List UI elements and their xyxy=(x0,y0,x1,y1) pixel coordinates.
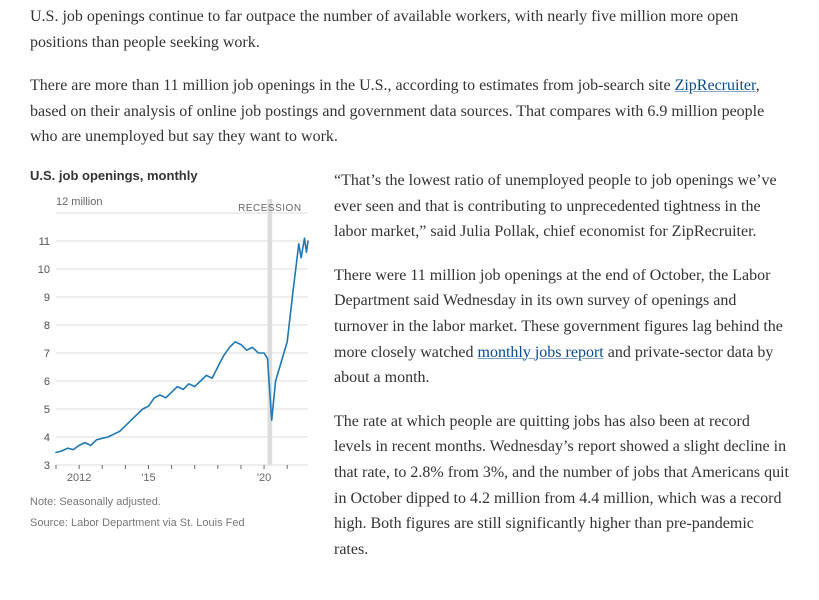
ziprecruiter-link[interactable]: ZipRecruiter xyxy=(675,77,756,94)
paragraph-2a: There are more than 11 million job openi… xyxy=(30,77,675,94)
paragraph-4: There were 11 million job openings at th… xyxy=(334,263,789,391)
svg-text:3: 3 xyxy=(44,460,50,472)
svg-text:7: 7 xyxy=(44,348,50,360)
chart-note: Note: Seasonally adjusted. xyxy=(30,495,310,510)
line-chart-svg: 3456789101112 million34567891011RECESSIO… xyxy=(30,189,310,489)
monthly-jobs-report-link[interactable]: monthly jobs report xyxy=(478,344,604,361)
svg-text:2012: 2012 xyxy=(67,472,91,484)
paragraph-3: “That’s the lowest ratio of unemployed p… xyxy=(334,168,789,245)
svg-text:10: 10 xyxy=(38,264,50,276)
paragraph-1: U.S. job openings continue to far outpac… xyxy=(30,4,789,55)
paragraph-5: The rate at which people are quitting jo… xyxy=(334,409,789,563)
svg-text:9: 9 xyxy=(44,292,50,304)
svg-text:'15: '15 xyxy=(141,472,155,484)
chart-source: Source: Labor Department via St. Louis F… xyxy=(30,516,310,531)
chart-figure: U.S. job openings, monthly 3 4 5 6 7 8 9 10 11 12… xyxy=(30,168,310,532)
two-column-row: U.S. job openings, monthly 3 4 5 6 7 8 9 10 11 12… xyxy=(30,168,789,580)
chart-canvas: 3456789101112 million34567891011RECESSIO… xyxy=(30,189,310,489)
article-body: U.S. job openings continue to far outpac… xyxy=(0,0,819,600)
svg-text:5: 5 xyxy=(44,404,50,416)
right-text-column: “That’s the lowest ratio of unemployed p… xyxy=(334,168,789,580)
svg-text:RECESSION: RECESSION xyxy=(238,203,301,214)
paragraph-2: There are more than 11 million job openi… xyxy=(30,73,789,150)
svg-text:4: 4 xyxy=(44,432,50,444)
svg-text:6: 6 xyxy=(44,376,50,388)
svg-text:12 million: 12 million xyxy=(56,196,102,208)
svg-text:11: 11 xyxy=(39,236,50,248)
svg-text:'20: '20 xyxy=(257,472,271,484)
svg-text:8: 8 xyxy=(44,320,50,332)
chart-title: U.S. job openings, monthly xyxy=(30,168,310,183)
